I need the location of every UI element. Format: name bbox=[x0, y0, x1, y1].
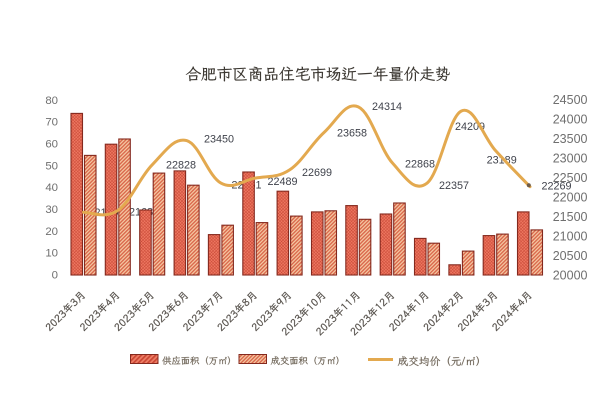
svg-text:10: 10 bbox=[45, 248, 58, 260]
svg-text:0: 0 bbox=[52, 269, 58, 281]
svg-text:22000: 22000 bbox=[553, 191, 588, 205]
svg-text:21500: 21500 bbox=[553, 210, 588, 224]
svg-text:40: 40 bbox=[45, 182, 58, 194]
svg-text:70: 70 bbox=[45, 117, 58, 129]
svg-text:60: 60 bbox=[45, 139, 58, 151]
svg-text:24000: 24000 bbox=[553, 113, 588, 127]
svg-text:22269: 22269 bbox=[541, 181, 571, 193]
svg-text:24314: 24314 bbox=[372, 101, 402, 113]
svg-text:80: 80 bbox=[45, 95, 58, 107]
svg-text:20500: 20500 bbox=[553, 249, 588, 263]
svg-text:30: 30 bbox=[45, 204, 58, 216]
svg-text:22699: 22699 bbox=[302, 167, 332, 179]
svg-text:23658: 23658 bbox=[337, 128, 367, 140]
svg-text:21000: 21000 bbox=[553, 230, 588, 244]
svg-text:50: 50 bbox=[45, 160, 58, 172]
svg-text:22868: 22868 bbox=[405, 159, 435, 171]
svg-text:24500: 24500 bbox=[553, 93, 588, 107]
svg-text:23500: 23500 bbox=[553, 132, 588, 146]
svg-text:20000: 20000 bbox=[553, 269, 588, 283]
svg-text:22357: 22357 bbox=[439, 180, 469, 192]
svg-text:22828: 22828 bbox=[166, 160, 196, 172]
svg-text:22489: 22489 bbox=[267, 176, 297, 188]
svg-text:22500: 22500 bbox=[553, 171, 588, 185]
svg-text:23000: 23000 bbox=[553, 152, 588, 166]
svg-text:23450: 23450 bbox=[204, 134, 234, 146]
svg-text:20: 20 bbox=[45, 226, 58, 238]
